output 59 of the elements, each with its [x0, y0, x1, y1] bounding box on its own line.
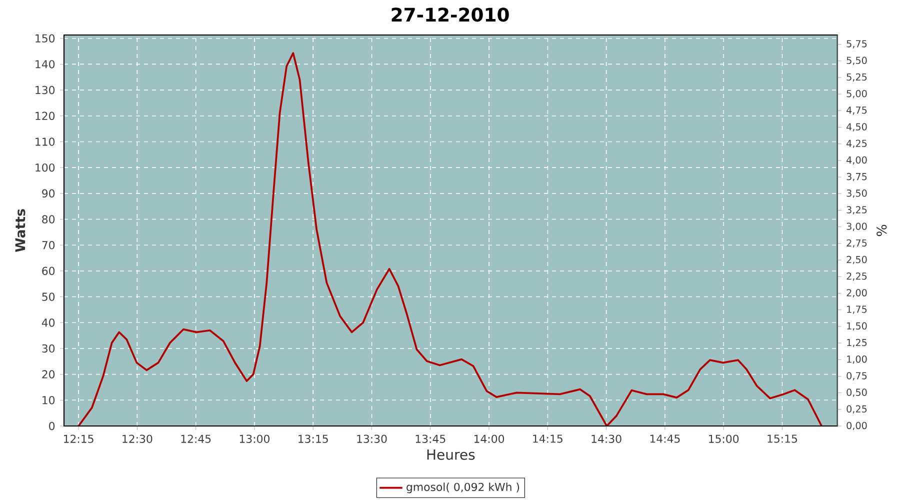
y2-tick-label: 0,25	[846, 405, 867, 414]
y2-tick-label: 2,25	[846, 272, 867, 281]
y2-tick-label: 1,25	[847, 338, 867, 348]
y-tick-label: 100	[36, 163, 55, 172]
y-tick-label: 80	[42, 215, 55, 224]
y2-tick-label: 1,00	[847, 355, 867, 364]
x-tick-label: 13:15	[298, 434, 328, 443]
x-tick-label: 12:15	[64, 434, 94, 443]
y-tick-label: 90	[42, 189, 55, 198]
y2-tick-label: 2,50	[846, 256, 867, 264]
y2-tick-label: 5,75	[846, 40, 867, 48]
x-tick-label: 13:45	[416, 434, 446, 443]
y2-tick-label: 3,00	[846, 222, 867, 231]
x-tick-label: 12:30	[122, 434, 152, 443]
x-tick-label: 14:00	[474, 434, 504, 443]
y2-tick-label: 5,50	[846, 56, 867, 65]
y-tick-label: 40	[42, 318, 55, 327]
y-axis-title: Watts	[15, 209, 26, 252]
y2-tick-label: 4,25	[846, 140, 867, 148]
x-tick-label: 14:45	[650, 434, 680, 443]
x-tick-label: 14:15	[533, 434, 562, 443]
chart-title: 27-12-2010	[392, 8, 509, 22]
y2-tick-label: 2,75	[846, 239, 867, 248]
y-tick-label: 50	[42, 292, 55, 301]
y2-tick-label: 3,75	[846, 172, 867, 182]
y2-tick-label: 4,50	[846, 123, 867, 132]
y2-tick-label: 0,00	[846, 422, 867, 430]
y2-tick-label: 1,75	[847, 306, 867, 314]
y-tick-label: 10	[42, 396, 55, 404]
x-tick-label: 12:45	[181, 434, 211, 443]
y2-tick-label: 3,25	[846, 206, 867, 214]
y-tick-label: 70	[42, 240, 55, 250]
y-tick-label: 150	[36, 34, 55, 42]
y2-tick-label: 4,00	[846, 156, 867, 165]
y-tick-label: 130	[36, 86, 55, 94]
y-tick-label: 20	[42, 370, 55, 378]
y2-tick-label: 3,50	[846, 190, 867, 198]
y2-tick-label: 0,75	[846, 372, 867, 380]
x-tick-label: 13:00	[240, 434, 270, 443]
y2-axis-title: %	[876, 224, 887, 236]
legend-label: gmosol( 0,092 kWh )	[406, 482, 520, 494]
x-tick-label: 15:15	[768, 434, 798, 443]
x-axis-title: Heures	[427, 449, 475, 460]
line-series	[78, 52, 823, 426]
y-tick-label: 60	[42, 266, 55, 276]
x-tick-label: 15:00	[709, 434, 739, 443]
y-tick-label: 140	[36, 60, 55, 68]
x-tick-label: 13:30	[357, 434, 387, 443]
y2-tick-label: 0,50	[846, 388, 867, 397]
y-tick-label: 30	[42, 344, 55, 353]
y2-tick-label: 5,25	[846, 73, 867, 82]
y-tick-label: 110	[36, 138, 55, 146]
x-tick-label: 14:30	[592, 434, 622, 443]
y2-tick-label: 1,50	[847, 322, 867, 331]
y-tick-label: 120	[36, 112, 55, 120]
y-tick-label: 0	[49, 422, 55, 430]
y2-tick-label: 2,00	[846, 289, 867, 298]
y2-tick-label: 4,75	[846, 106, 867, 115]
y2-tick-label: 5,00	[846, 90, 867, 98]
